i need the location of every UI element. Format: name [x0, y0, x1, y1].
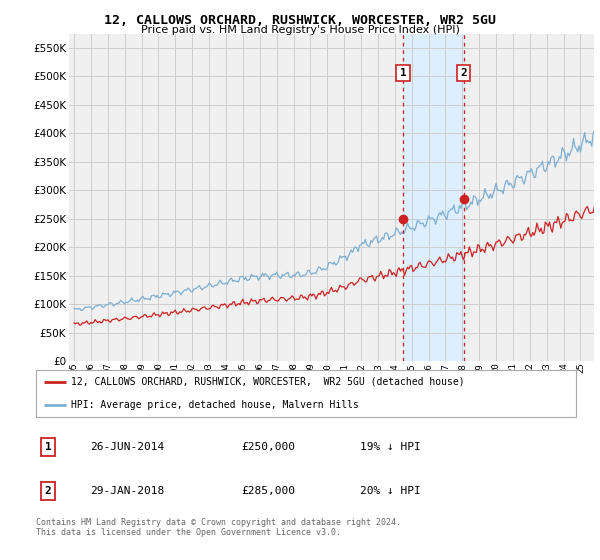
Text: 12, CALLOWS ORCHARD, RUSHWICK, WORCESTER,  WR2 5GU (detached house): 12, CALLOWS ORCHARD, RUSHWICK, WORCESTER…: [71, 376, 465, 386]
Text: 1: 1: [400, 68, 406, 78]
Text: 20% ↓ HPI: 20% ↓ HPI: [360, 486, 421, 496]
Text: 26-JUN-2014: 26-JUN-2014: [90, 442, 164, 452]
Text: Contains HM Land Registry data © Crown copyright and database right 2024.
This d: Contains HM Land Registry data © Crown c…: [36, 518, 401, 538]
Text: 29-JAN-2018: 29-JAN-2018: [90, 486, 164, 496]
Text: 2: 2: [460, 68, 467, 78]
Text: 19% ↓ HPI: 19% ↓ HPI: [360, 442, 421, 452]
Text: 2: 2: [44, 486, 51, 496]
Text: £250,000: £250,000: [241, 442, 295, 452]
Text: HPI: Average price, detached house, Malvern Hills: HPI: Average price, detached house, Malv…: [71, 400, 359, 410]
Bar: [403, 34, 464, 361]
Text: £285,000: £285,000: [241, 486, 295, 496]
Text: 1: 1: [44, 442, 51, 452]
Text: Price paid vs. HM Land Registry's House Price Index (HPI): Price paid vs. HM Land Registry's House …: [140, 25, 460, 35]
Text: 12, CALLOWS ORCHARD, RUSHWICK, WORCESTER, WR2 5GU: 12, CALLOWS ORCHARD, RUSHWICK, WORCESTER…: [104, 14, 496, 27]
